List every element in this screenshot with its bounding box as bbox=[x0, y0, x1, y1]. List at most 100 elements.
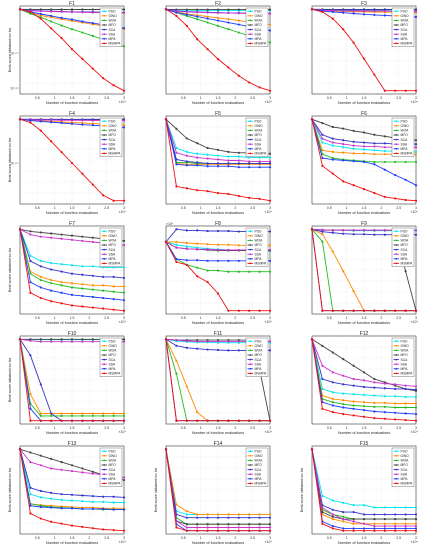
data-point bbox=[70, 338, 74, 341]
legend-marker bbox=[103, 244, 106, 246]
data-point bbox=[175, 344, 178, 347]
legend-entry: MSMPA bbox=[401, 482, 414, 486]
x-tick-label: 2 bbox=[88, 96, 90, 100]
data-point bbox=[237, 529, 240, 532]
data-point bbox=[227, 513, 230, 516]
data-point bbox=[352, 140, 355, 143]
data-point bbox=[185, 523, 188, 526]
data-point bbox=[414, 184, 418, 187]
legend-entry: SSA bbox=[109, 362, 116, 366]
x-tick-label: 2 bbox=[380, 316, 382, 320]
legend-marker bbox=[395, 363, 398, 366]
data-point bbox=[185, 419, 188, 422]
data-point bbox=[331, 527, 334, 530]
legend-marker bbox=[395, 14, 398, 17]
legend-marker bbox=[249, 37, 252, 40]
data-point bbox=[18, 118, 22, 121]
data-point bbox=[206, 157, 209, 160]
chart-panel-F2: F2 0.5 1 1.5 2 2.5 3×10⁴ Number of function eva… bbox=[164, 1, 273, 105]
x-tick-label: 2.5 bbox=[104, 316, 109, 320]
data-point bbox=[227, 11, 230, 15]
data-point bbox=[164, 338, 168, 341]
data-point bbox=[394, 387, 397, 391]
data-point bbox=[206, 419, 209, 422]
data-point bbox=[81, 235, 84, 238]
data-point bbox=[248, 166, 251, 169]
data-point bbox=[60, 291, 63, 294]
data-point bbox=[383, 233, 386, 236]
data-point bbox=[70, 8, 74, 11]
data-point bbox=[60, 24, 63, 27]
data-point bbox=[237, 151, 240, 154]
data-point bbox=[352, 393, 355, 396]
data-point bbox=[122, 45, 126, 48]
data-point bbox=[60, 270, 63, 273]
data-point bbox=[185, 263, 188, 266]
data-point bbox=[373, 529, 376, 532]
data-point bbox=[414, 402, 418, 405]
data-point bbox=[122, 309, 126, 312]
legend-marker bbox=[395, 248, 398, 251]
legend-entry: SSA bbox=[255, 472, 262, 476]
data-point bbox=[112, 285, 115, 288]
data-point bbox=[248, 160, 251, 163]
series-mfo bbox=[164, 448, 272, 526]
data-point bbox=[206, 17, 209, 20]
data-point bbox=[394, 160, 397, 164]
data-point bbox=[342, 180, 345, 183]
x-tick-label: 0.5 bbox=[181, 316, 186, 320]
legend-entry: MPA bbox=[401, 147, 409, 151]
data-point bbox=[331, 351, 334, 354]
data-point bbox=[102, 275, 105, 278]
data-point bbox=[331, 411, 334, 414]
data-point bbox=[373, 149, 376, 152]
data-point bbox=[102, 77, 105, 80]
data-point bbox=[414, 146, 418, 149]
data-point bbox=[206, 21, 209, 24]
data-point bbox=[185, 346, 188, 349]
data-point bbox=[39, 129, 42, 132]
legend-marker bbox=[249, 354, 252, 356]
data-point bbox=[196, 189, 199, 192]
legend-entry: SSA bbox=[255, 252, 262, 256]
data-point bbox=[227, 66, 230, 69]
data-point bbox=[91, 306, 94, 309]
legend-box bbox=[391, 227, 415, 267]
y-axis-label: Best score obtained so far bbox=[8, 467, 12, 512]
data-point bbox=[321, 387, 324, 391]
x-tick-label: 1.5 bbox=[362, 426, 367, 430]
legend-entry: MSMPA bbox=[255, 152, 268, 156]
x-tick-label: 2 bbox=[234, 206, 236, 210]
legend-entry: MSMPA bbox=[109, 482, 122, 486]
data-point bbox=[352, 129, 355, 132]
data-point bbox=[39, 517, 42, 520]
legend-marker bbox=[249, 129, 252, 132]
data-point bbox=[206, 340, 209, 343]
x-multiplier: ×10⁴ bbox=[265, 100, 273, 104]
data-point bbox=[310, 8, 314, 11]
data-point bbox=[81, 467, 84, 470]
data-point bbox=[331, 10, 334, 14]
data-point bbox=[394, 418, 397, 421]
data-point bbox=[227, 28, 230, 31]
legend-entry: GWO bbox=[401, 14, 410, 18]
data-point bbox=[373, 381, 376, 384]
x-tick-label: 2.5 bbox=[104, 96, 109, 100]
data-point bbox=[414, 309, 418, 312]
data-point bbox=[321, 230, 324, 233]
legend-entry: MPA bbox=[255, 37, 263, 41]
legend-marker bbox=[395, 482, 398, 485]
data-point bbox=[185, 150, 188, 153]
data-point bbox=[227, 516, 230, 519]
legend-marker bbox=[249, 244, 252, 246]
data-point bbox=[196, 248, 199, 251]
data-point bbox=[112, 414, 115, 417]
data-point bbox=[91, 274, 94, 277]
data-point bbox=[164, 448, 168, 451]
legend-entry: SSA bbox=[401, 362, 408, 366]
chart-title: F3 bbox=[361, 1, 367, 7]
data-point bbox=[81, 305, 84, 308]
